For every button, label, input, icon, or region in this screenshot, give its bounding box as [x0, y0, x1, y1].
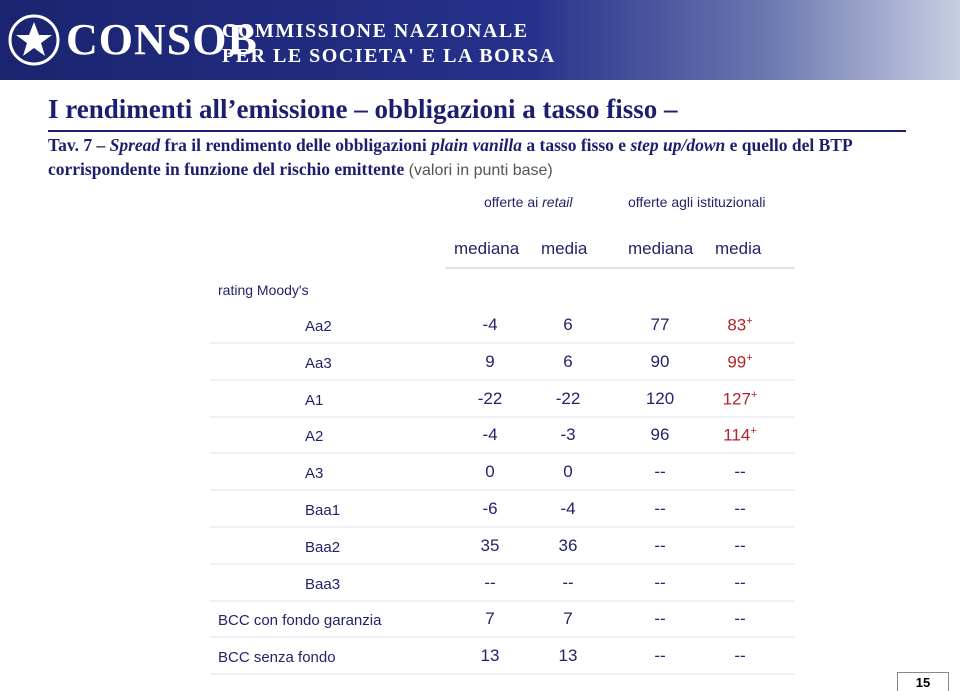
subtitle-text: e quello del BTP corrispondente in funzi…: [48, 135, 852, 179]
cell-value: --: [654, 609, 666, 629]
cell-value: --: [654, 462, 666, 482]
cell-value: 127+: [700, 389, 780, 410]
cell-value: 7: [563, 609, 573, 629]
cell-value: -4: [482, 425, 498, 445]
cell-value: --: [654, 535, 666, 555]
row-label: A2: [305, 428, 324, 446]
cell-value: -22: [477, 388, 503, 408]
row-rule: [210, 636, 795, 639]
subtitle-text: Tav. 7 –: [48, 135, 110, 155]
group-header: offerte agli istituzionali: [628, 194, 766, 210]
row-rule: [210, 673, 795, 676]
cell-value: --: [734, 646, 746, 666]
cell-text: 99: [727, 352, 747, 372]
row-rule: [210, 562, 795, 565]
title-rule: [48, 130, 906, 132]
row-rule: [210, 415, 795, 418]
cell-value: --: [734, 535, 746, 555]
row-label: Baa3: [305, 575, 341, 593]
header-text: retail: [542, 194, 573, 210]
emblem: [8, 14, 60, 66]
cell-value: --: [562, 572, 574, 592]
column-header: media: [715, 239, 762, 258]
title: I rendimenti all’emissione – obbligazion…: [48, 94, 678, 124]
cell-value: -4: [482, 315, 498, 334]
row-label: A3: [305, 465, 324, 483]
subtitle-text: step up/down: [630, 135, 726, 155]
cell-value: 77: [650, 315, 670, 334]
row-rule: [210, 526, 795, 528]
subtitle-note: (valori in punti base): [408, 162, 553, 179]
cell-value: 114+: [700, 425, 780, 446]
column-header: mediana: [628, 239, 694, 258]
subtitle-text: fra il rendimento delle obbligazioni: [160, 135, 432, 155]
row-label: Baa1: [305, 502, 341, 519]
cell-flag: +: [746, 351, 753, 364]
header-text: offerte ai: [484, 194, 543, 210]
cell-value: 96: [650, 425, 670, 445]
cell-value: 36: [558, 535, 578, 555]
cell-flag: +: [746, 315, 753, 327]
subtitle-text: plain vanilla: [431, 135, 523, 155]
column-header: mediana: [454, 239, 520, 258]
cell-value: --: [734, 572, 746, 592]
cell-value: 9: [485, 351, 495, 371]
cell-value: 90: [650, 351, 670, 371]
subtitle: Tav. 7 – Spread fra il rendimento delle …: [48, 133, 948, 183]
cell-value: --: [734, 462, 746, 482]
row-label: Aa3: [305, 354, 332, 372]
group-header: offerte ai retail: [484, 194, 572, 210]
cell-value: 13: [480, 646, 500, 666]
cell-value: --: [654, 572, 666, 592]
cell-value: 6: [563, 315, 573, 334]
subtitle-text: a tasso fisso e: [522, 135, 631, 155]
cell-value: --: [654, 646, 666, 666]
cell-value: -4: [560, 499, 576, 518]
logo-text: CONSOB: [66, 15, 258, 64]
row-label: Baa2: [305, 538, 341, 556]
header-rule: [445, 267, 795, 269]
cell-text: 127: [722, 389, 751, 409]
org-name: PER LE SOCIETA' E LA BORSA: [222, 45, 556, 67]
row-rule: [210, 342, 795, 344]
cell-text: 114: [723, 426, 751, 446]
cell-value: -22: [555, 388, 581, 408]
cell-flag: +: [750, 425, 757, 438]
cell-value: --: [734, 609, 746, 629]
cell-value: 120: [645, 388, 675, 408]
row-header: rating Moody's: [218, 282, 309, 298]
cell-value: 0: [485, 462, 495, 482]
row-label: Aa2: [305, 318, 332, 335]
cell-flag: +: [750, 388, 758, 401]
cell-value: 0: [563, 462, 573, 482]
page-number: 15: [897, 672, 949, 691]
cell-value: 13: [558, 646, 578, 666]
row-rule: [210, 452, 795, 455]
cell-value: --: [654, 499, 666, 518]
row-label: BCC con fondo garanzia: [218, 612, 382, 630]
subtitle-text: Spread: [109, 135, 161, 155]
column-header: media: [541, 239, 588, 258]
cell-value: 99+: [700, 352, 780, 373]
cell-text: 83: [727, 315, 747, 335]
cell-value: --: [484, 572, 496, 592]
cell-value: 83+: [700, 315, 780, 336]
cell-value: 6: [563, 351, 573, 371]
row-rule: [210, 599, 795, 602]
row-rule: [210, 489, 795, 492]
header-banner: CONSOB COMMISSIONE NAZIONALE PER LE SOCI…: [0, 0, 960, 80]
cell-value: 35: [480, 535, 500, 555]
cell-value: -6: [482, 499, 498, 518]
row-label: BCC senza fondo: [218, 649, 336, 667]
org-name: COMMISSIONE NAZIONALE: [222, 20, 529, 42]
row-rule: [210, 378, 795, 381]
cell-value: --: [734, 499, 746, 518]
cell-value: -3: [560, 425, 576, 445]
cell-value: 7: [485, 609, 495, 629]
row-label: A1: [305, 391, 324, 409]
